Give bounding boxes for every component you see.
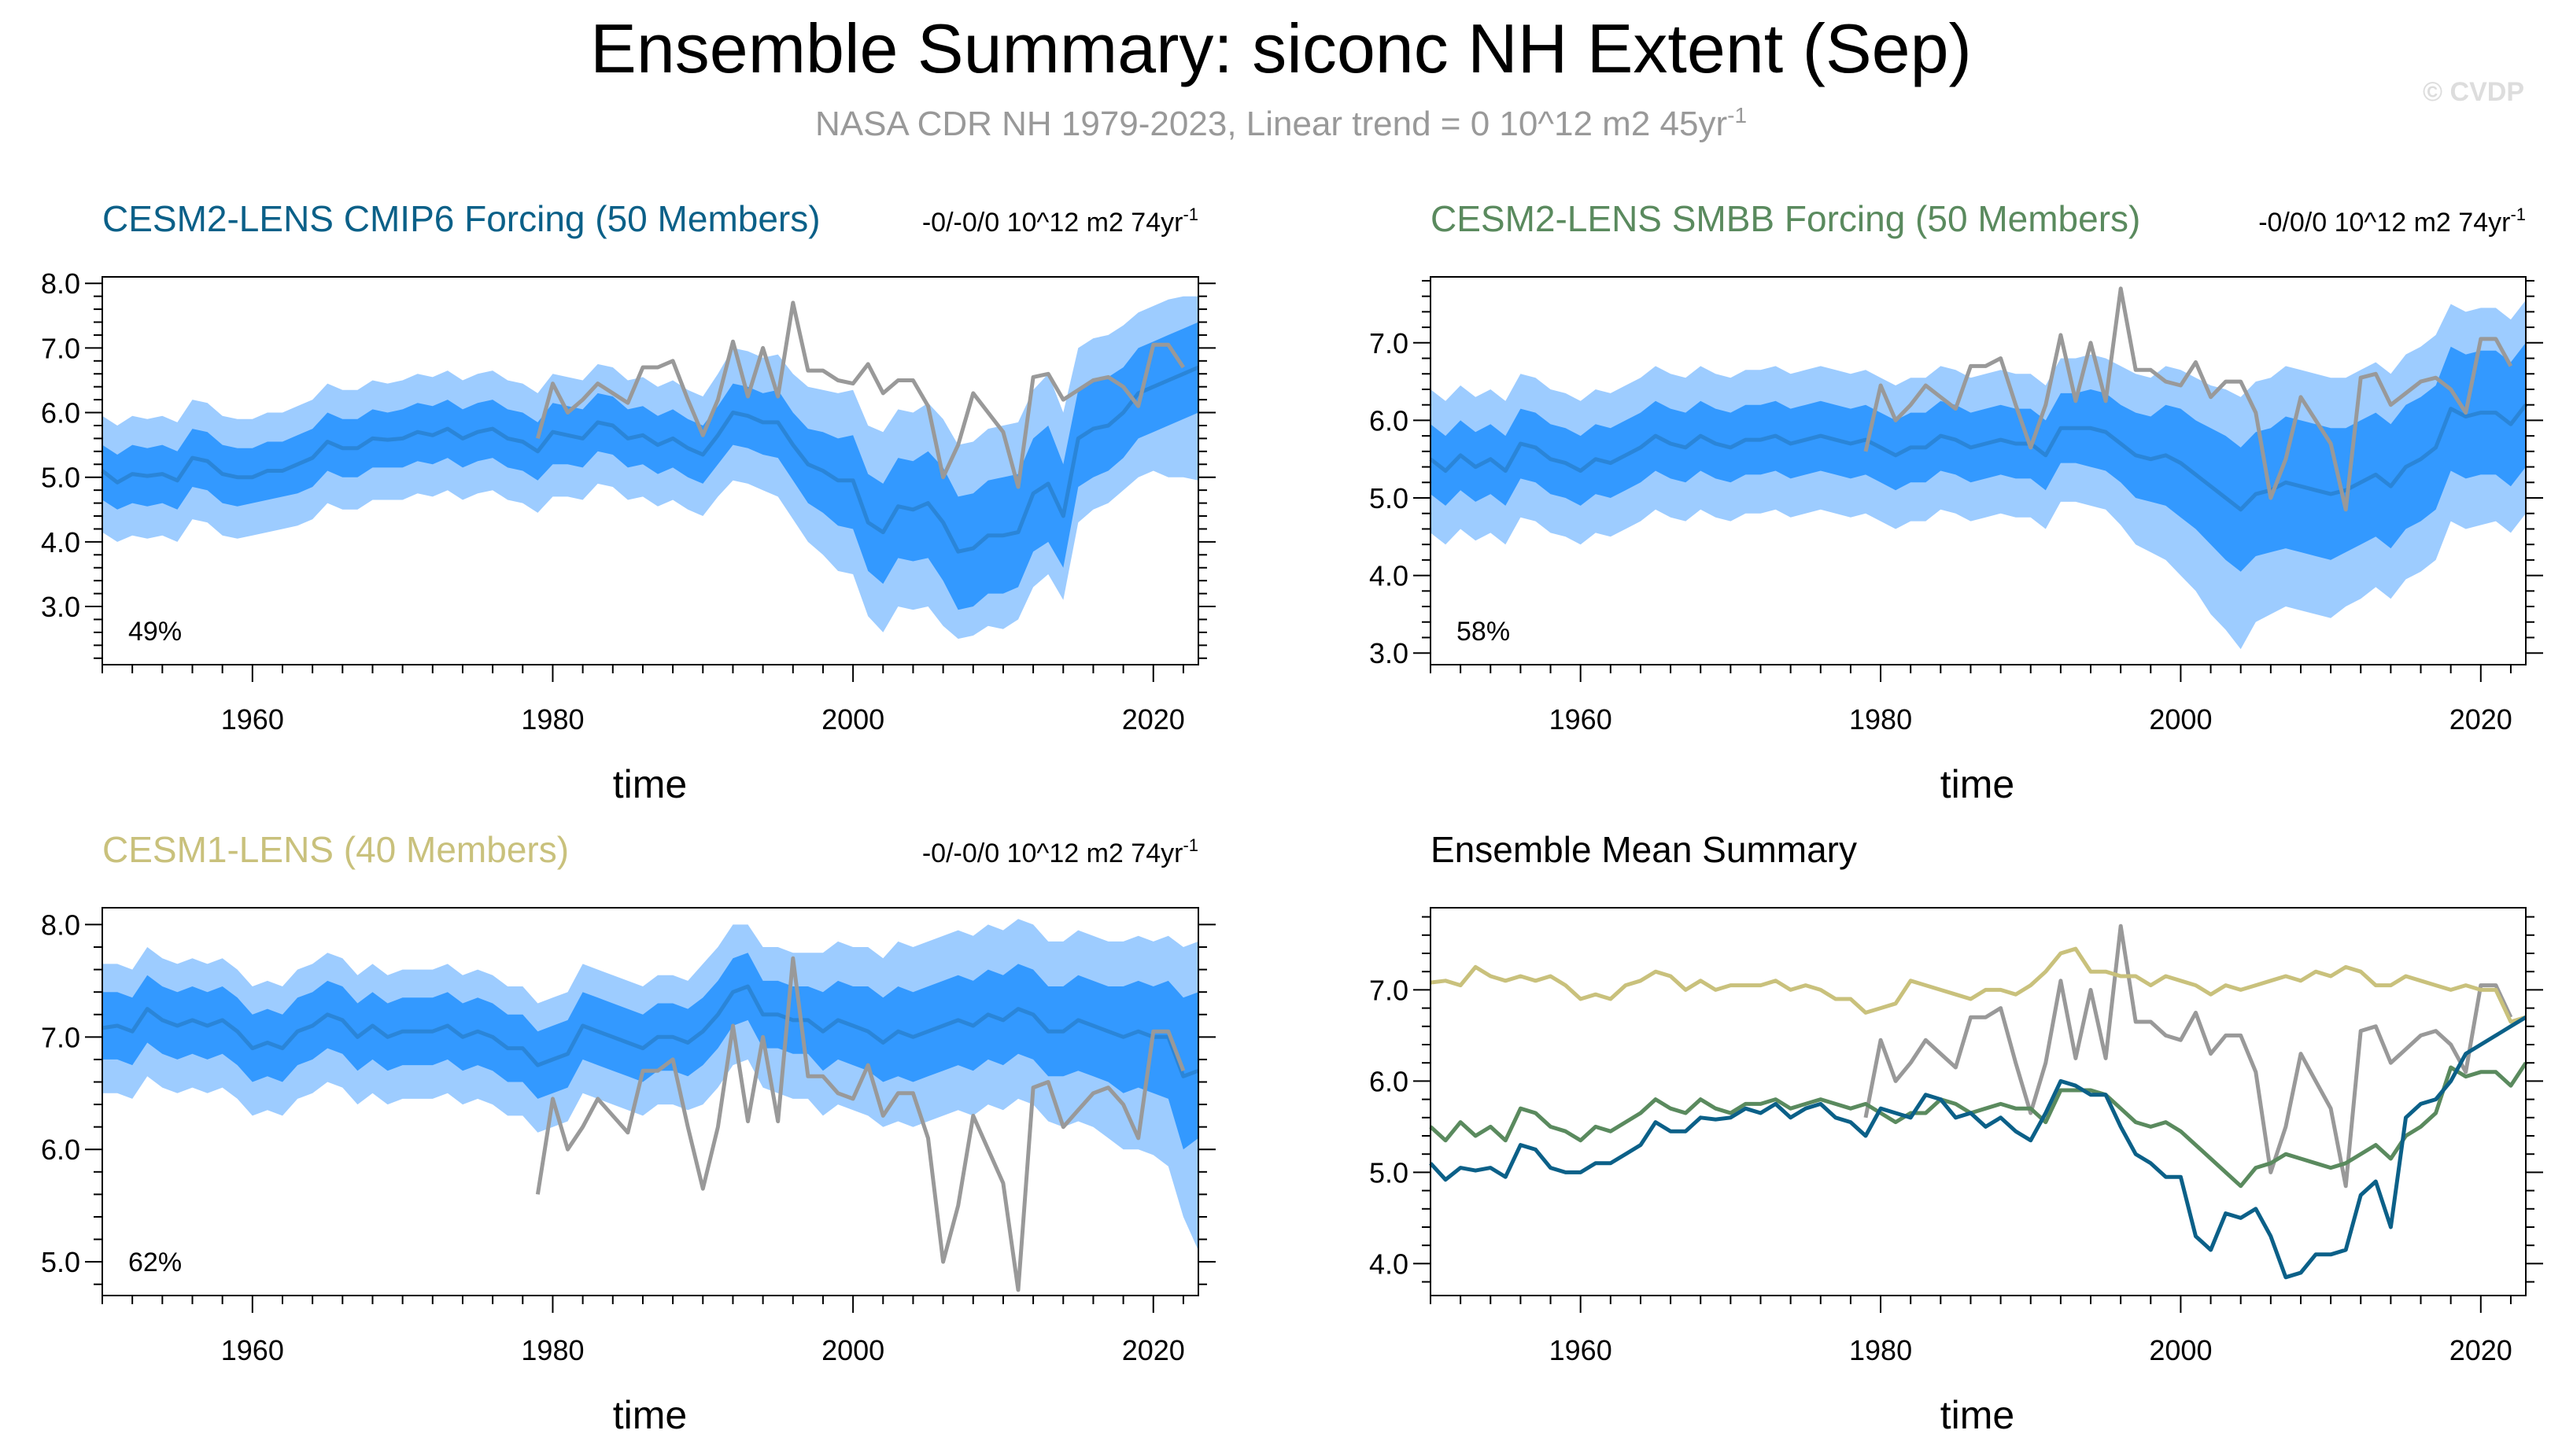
trend-label-text: -0/0/0 10^12 m2 74yr (2258, 208, 2510, 238)
x-tick-label: 1960 (1549, 1334, 1612, 1366)
y-tick-label: 6.0 (1369, 404, 1408, 437)
trend-label-sup: -1 (1183, 835, 1198, 855)
y-tick-label: 8.0 (41, 909, 80, 941)
copyright-text: © CVDP (2423, 77, 2524, 107)
panel-cesm2-cmip6: CESM2-LENS CMIP6 Forcing (50 Members) -0… (41, 198, 1216, 806)
figure-subtitle: NASA CDR NH 1979-2023, Linear trend = 0 … (815, 103, 1747, 143)
trend-label-text: -0/-0/0 10^12 m2 74yr (922, 208, 1183, 238)
y-tick-label: 5.0 (1369, 1156, 1408, 1189)
trend-label: -0/-0/0 10^12 m2 74yr-1 (922, 835, 1198, 868)
percent-label: 58% (1456, 617, 1510, 647)
observation-line (1863, 286, 2513, 512)
plot-frame (1430, 276, 2527, 665)
y-tick-label: 6.0 (41, 397, 80, 429)
x-tick-label: 1980 (1849, 1334, 1912, 1366)
x-tick-label: 2020 (2449, 1334, 2512, 1366)
observation-line (535, 300, 1185, 489)
x-tick-label: 1960 (1549, 703, 1612, 735)
y-tick-label: 7.0 (41, 332, 80, 364)
series-line-cmip6 (1429, 1016, 2527, 1280)
y-tick-label: 4.0 (1369, 560, 1408, 592)
y-tick-label: 5.0 (41, 462, 80, 494)
trend-label: -0/-0/0 10^12 m2 74yr-1 (922, 205, 1198, 238)
x-tick-label: 2020 (1122, 1334, 1185, 1366)
ensemble-mean-line (101, 365, 1199, 554)
x-tick-label: 1960 (221, 703, 284, 735)
figure-title: Ensemble Summary: siconc NH Extent (Sep) (590, 9, 1972, 87)
panel-ensemble-mean-summary: Ensemble Mean Summary time 4.0 5.0 6.0 7.0 1… (1369, 829, 2543, 1437)
panel-title: Ensemble Mean Summary (1431, 829, 1857, 870)
y-tick-label: 6.0 (1369, 1065, 1408, 1097)
x-tick-label: 2000 (821, 703, 884, 735)
y-tick-label: 3.0 (1369, 637, 1408, 669)
observation-line (535, 956, 1186, 1292)
figure-subtitle-text: NASA CDR NH 1979-2023, Linear trend = 0 … (815, 105, 1727, 143)
x-tick-label: 2020 (2449, 703, 2512, 735)
ensemble-mean-line (102, 984, 1199, 1078)
y-tick-label: 7.0 (41, 1021, 80, 1053)
y-tick-label: 6.0 (41, 1133, 80, 1166)
y-tick-label: 8.0 (41, 267, 80, 300)
y-tick-label: 7.0 (1369, 974, 1408, 1006)
band-inner (102, 322, 1198, 610)
band-inner (102, 953, 1198, 1150)
x-axis-label: time (1940, 1393, 2014, 1437)
y-tick-label: 4.0 (41, 526, 80, 558)
trend-label-sup: -1 (2510, 205, 2526, 224)
y-tick-label: 7.0 (1369, 327, 1408, 359)
x-tick-label: 2000 (821, 1334, 884, 1366)
y-tick-label: 4.0 (1369, 1248, 1408, 1280)
observation-line (1863, 923, 2513, 1189)
x-tick-label: 1980 (521, 703, 584, 735)
plot-frame (102, 276, 1199, 665)
figure-subtitle-sup: -1 (1727, 103, 1747, 127)
x-tick-label: 1980 (521, 1334, 584, 1366)
x-axis-label: time (613, 1393, 687, 1437)
panel-cesm1: CESM1-LENS (40 Members) -0/-0/0 10^12 m2… (41, 829, 1216, 1437)
y-tick-label: 5.0 (1369, 482, 1408, 514)
percent-label: 49% (128, 617, 182, 647)
panel-cesm2-smbb: CESM2-LENS SMBB Forcing (50 Members) -0/… (1369, 198, 2543, 806)
trend-label-text: -0/-0/0 10^12 m2 74yr (922, 839, 1183, 868)
x-tick-label: 2000 (2149, 1334, 2212, 1366)
plot-frame (1430, 907, 2527, 1296)
plot-area (1431, 908, 2526, 1296)
panel-title: CESM1-LENS (40 Members) (102, 829, 569, 870)
panel-title: CESM2-LENS SMBB Forcing (50 Members) (1431, 198, 2140, 239)
plot-frame (102, 907, 1199, 1296)
band-inner (1431, 342, 2526, 572)
series-line-smbb (1429, 1061, 2528, 1189)
y-tick-label: 3.0 (41, 591, 80, 623)
series-line-cesm1 (1430, 946, 2527, 1024)
x-tick-label: 1980 (1849, 703, 1912, 735)
trend-label: -0/0/0 10^12 m2 74yr-1 (2258, 205, 2526, 238)
percent-label: 62% (128, 1248, 182, 1277)
x-axis-label: time (613, 762, 687, 806)
x-tick-label: 2000 (2149, 703, 2212, 735)
panel-title: CESM2-LENS CMIP6 Forcing (50 Members) (102, 198, 821, 239)
x-tick-label: 2020 (1122, 703, 1185, 735)
x-axis-label: time (1940, 762, 2014, 806)
trend-label-sup: -1 (1183, 205, 1198, 224)
y-tick-label: 5.0 (41, 1246, 80, 1278)
x-tick-label: 1960 (221, 1334, 284, 1366)
